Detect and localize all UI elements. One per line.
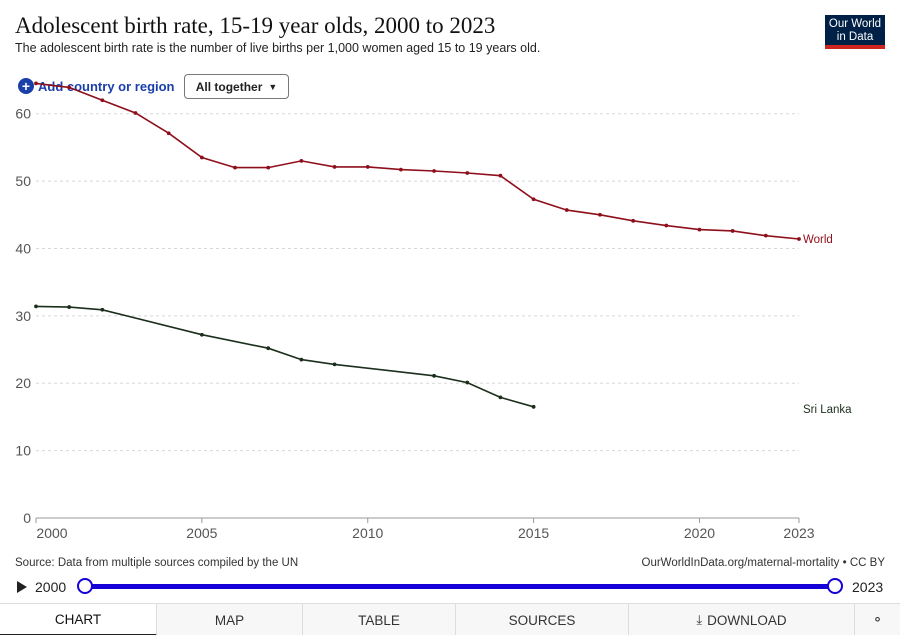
logo-line-1: Our World bbox=[828, 18, 882, 30]
series-point bbox=[797, 237, 801, 241]
chart-controls: + Add country or region All together ▼ bbox=[18, 74, 289, 99]
timeline: 2000 2023 bbox=[15, 576, 885, 598]
timeline-start-handle[interactable] bbox=[77, 578, 93, 594]
play-icon[interactable] bbox=[17, 581, 27, 593]
y-tick-label: 40 bbox=[15, 240, 31, 256]
series-point bbox=[166, 131, 171, 136]
series-point bbox=[233, 165, 237, 170]
series-point bbox=[299, 158, 304, 163]
series-point bbox=[432, 373, 436, 378]
facet-dropdown[interactable]: All together ▼ bbox=[184, 74, 289, 99]
add-country-label: Add country or region bbox=[38, 78, 175, 94]
chart-subtitle: The adolescent birth rate is the number … bbox=[15, 41, 541, 55]
tab-sources[interactable]: SOURCES bbox=[456, 604, 629, 635]
series-point bbox=[34, 81, 38, 86]
series-point bbox=[465, 380, 470, 385]
series-point bbox=[67, 305, 72, 309]
series-point bbox=[598, 212, 602, 217]
credit-note[interactable]: OurWorldInData.org/maternal-mortality • … bbox=[641, 557, 885, 569]
series-point bbox=[199, 332, 204, 337]
series-point bbox=[465, 171, 470, 175]
dropdown-value: All together bbox=[195, 79, 263, 94]
x-tick-label: 2023 bbox=[783, 525, 814, 541]
series-point bbox=[531, 404, 536, 409]
y-tick-label: 20 bbox=[15, 375, 31, 391]
y-tick-label: 0 bbox=[23, 510, 31, 526]
tab-download[interactable]: ⤓ DOWNLOAD bbox=[629, 604, 855, 635]
series-line-1 bbox=[35, 305, 534, 408]
timeline-end-handle[interactable] bbox=[827, 578, 843, 594]
share-icon: ⚬ bbox=[871, 612, 884, 627]
tab-chart[interactable]: CHART bbox=[0, 604, 157, 635]
owid-logo[interactable]: Our World in Data bbox=[825, 15, 885, 49]
series-label: World bbox=[803, 234, 833, 246]
series-point bbox=[763, 233, 768, 238]
series-point bbox=[100, 307, 105, 312]
y-tick-label: 60 bbox=[15, 106, 31, 122]
x-tick-label: 2015 bbox=[518, 525, 549, 541]
series-point bbox=[67, 85, 72, 90]
series-point bbox=[531, 197, 536, 202]
series-point bbox=[34, 304, 38, 309]
tab-bar: CHART MAP TABLE SOURCES ⤓ DOWNLOAD ⚬ bbox=[0, 603, 900, 635]
tab-table[interactable]: TABLE bbox=[303, 604, 456, 635]
plus-icon: + bbox=[18, 78, 34, 94]
series-point bbox=[133, 111, 138, 115]
series-point bbox=[399, 167, 403, 172]
timeline-end-label: 2023 bbox=[852, 579, 884, 595]
add-country-button[interactable]: + Add country or region bbox=[18, 78, 175, 94]
series-label: Sri Lanka bbox=[803, 404, 852, 416]
series-point bbox=[432, 169, 436, 173]
series-point bbox=[365, 165, 370, 169]
share-button[interactable]: ⚬ bbox=[855, 604, 900, 635]
series-point bbox=[631, 218, 636, 223]
series-point bbox=[299, 357, 304, 362]
timeline-track[interactable] bbox=[85, 584, 835, 589]
series-point bbox=[697, 227, 702, 232]
line-chart: 0 10 20 30 40 50 60 2000 2005 2010 2015 2020 2023 Wor… bbox=[15, 81, 852, 541]
series-point bbox=[332, 165, 337, 169]
chart-title: Adolescent birth rate, 15-19 year olds, … bbox=[15, 13, 496, 38]
series-point bbox=[332, 362, 337, 367]
y-tick-label: 50 bbox=[15, 173, 31, 189]
series-point bbox=[199, 155, 204, 160]
series-point bbox=[266, 346, 271, 351]
series-line-0 bbox=[35, 82, 800, 240]
timeline-start-label: 2000 bbox=[35, 579, 67, 595]
series-point bbox=[266, 165, 271, 170]
x-tick-label: 2005 bbox=[186, 525, 217, 541]
series-point bbox=[100, 98, 105, 103]
download-icon: ⤓ bbox=[696, 612, 703, 627]
x-tick-label: 2020 bbox=[684, 525, 715, 541]
tab-map[interactable]: MAP bbox=[157, 604, 303, 635]
logo-line-2: in Data bbox=[836, 31, 874, 43]
y-tick-label: 30 bbox=[15, 308, 31, 324]
series-point bbox=[498, 395, 503, 400]
source-note[interactable]: Source: Data from multiple sources compi… bbox=[15, 557, 299, 569]
y-tick-label: 10 bbox=[15, 443, 31, 459]
chevron-down-icon: ▼ bbox=[268, 81, 278, 92]
series-point bbox=[498, 173, 503, 178]
x-tick-label: 2010 bbox=[352, 525, 383, 541]
x-tick-label: 2000 bbox=[36, 525, 67, 541]
chart-footer: Source: Data from multiple sources compi… bbox=[15, 557, 885, 569]
series-point bbox=[664, 223, 669, 228]
chart-header: Adolescent birth rate, 15-19 year olds, … bbox=[15, 12, 805, 55]
download-label: DOWNLOAD bbox=[707, 612, 787, 628]
series-point bbox=[730, 229, 735, 233]
series-point bbox=[564, 208, 569, 212]
